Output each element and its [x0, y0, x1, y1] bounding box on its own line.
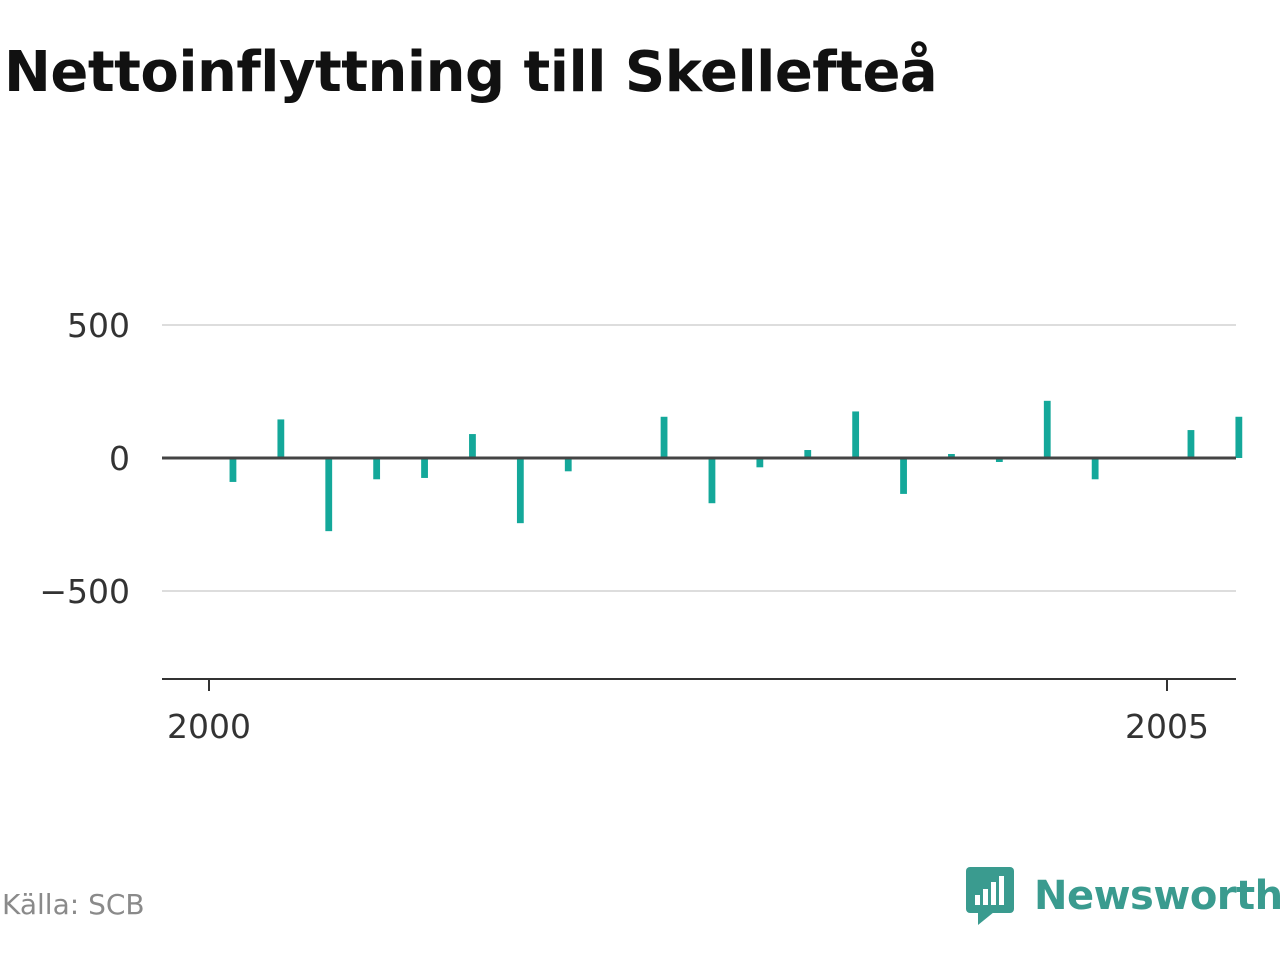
bars-group: [229, 400, 1243, 532]
y-tick-label: 500: [67, 306, 130, 345]
bar: [469, 434, 476, 458]
bar: [1187, 430, 1195, 458]
y-axis-labels: 500 0 −500: [39, 306, 130, 611]
bar: [516, 458, 524, 524]
bar: [564, 458, 572, 472]
brand-logo: Newsworthy: [964, 864, 1280, 928]
bar: [708, 458, 716, 504]
bar: [804, 450, 812, 458]
bar: [948, 454, 955, 458]
bar: [660, 416, 668, 458]
bar: [229, 458, 237, 482]
bar: [995, 458, 1003, 462]
bar: [421, 458, 428, 478]
bar: [373, 458, 381, 480]
y-tick-label: −500: [39, 572, 130, 611]
x-axis-labels: 200020052010201520202025: [167, 707, 1209, 746]
source-note: Källa: SCB: [2, 888, 145, 921]
bar: [900, 458, 907, 494]
gridlines: [162, 324, 1236, 592]
chart-title: Nettoinflyttning till Skellefteå: [4, 40, 938, 105]
bar: [277, 419, 285, 458]
bar: [1091, 458, 1099, 480]
bar: [756, 458, 764, 468]
axes: [162, 456, 1236, 691]
y-tick-label: 0: [109, 439, 130, 478]
bar: [1235, 416, 1243, 458]
newsworthy-logo-icon: [966, 867, 1014, 925]
x-tick-label: 2005: [1125, 707, 1209, 746]
bar: [325, 458, 333, 532]
x-tick-label: 2000: [167, 707, 251, 746]
bar: [1043, 400, 1051, 458]
bar: [852, 411, 860, 458]
brand-name: Newsworthy: [1034, 873, 1280, 919]
